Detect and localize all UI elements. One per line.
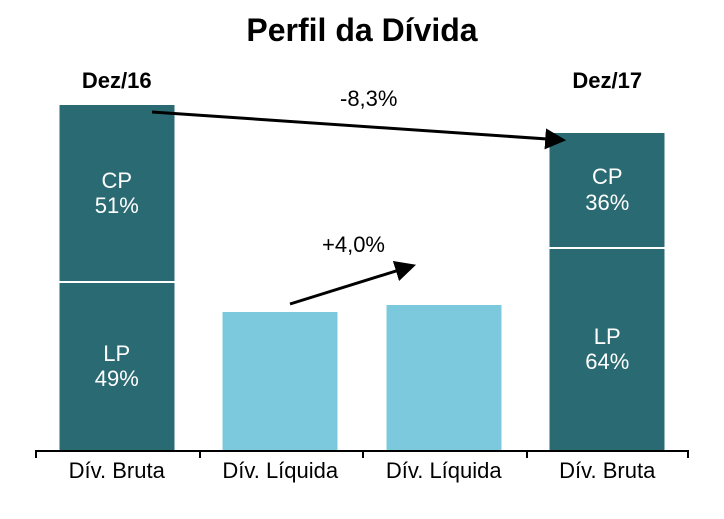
segment-lp-dez17: LP 64% [550,247,665,450]
xlabel-1: Dív. Líquida [199,458,363,484]
bar-div-bruta-dez17: CP 36% LP 64% [550,133,665,450]
segment-lp-dez16-value: 49% [95,366,139,391]
segment-lp-dez16: LP 49% [59,281,174,450]
segment-liquida-dez16 [223,312,338,450]
segment-cp-dez17-value: 36% [585,190,629,215]
xlabel-2: Dív. Líquida [362,458,526,484]
segment-cp-dez16-name: CP [101,168,132,193]
x-axis-labels: Dív. Bruta Dív. Líquida Dív. Líquida Dív… [35,452,689,492]
period-label-left: Dez/16 [35,68,199,94]
annot-text-liquida: +4,0% [322,232,385,258]
segment-lp-dez17-value: 64% [585,349,629,374]
segment-liquida-dez17 [386,305,501,450]
xlabel-3: Dív. Bruta [526,458,690,484]
bar-div-liquida-dez17 [386,305,501,450]
debt-profile-chart: Perfil da Dívida Dez/16 Dez/17 CP 51% LP… [0,0,724,519]
annot-text-bruta: -8,3% [340,86,397,112]
bar-div-liquida-dez16 [223,312,338,450]
period-label-right: Dez/17 [526,68,690,94]
segment-cp-dez16-value: 51% [95,193,139,218]
segment-cp-dez17: CP 36% [550,133,665,247]
plot-area: CP 51% LP 49% CP [35,105,689,452]
segment-lp-dez16-name: LP [103,341,130,366]
bar-div-bruta-dez16: CP 51% LP 49% [59,105,174,450]
chart-title: Perfil da Dívida [0,12,724,49]
xlabel-0: Dív. Bruta [35,458,199,484]
segment-lp-dez17-name: LP [594,324,621,349]
segment-cp-dez17-name: CP [592,164,623,189]
segment-cp-dez16: CP 51% [59,105,174,281]
